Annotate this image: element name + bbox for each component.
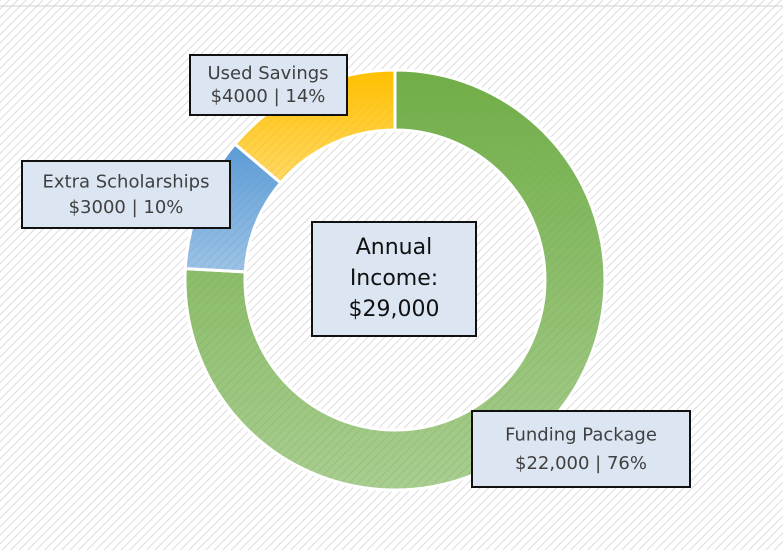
slice-value-label: $4000 | 14% <box>211 86 326 107</box>
slice-value-label: $3000 | 10% <box>69 197 184 218</box>
center-label: Income: <box>350 266 438 291</box>
center-label: $29,000 <box>349 297 440 322</box>
slice-label: Used Savings <box>207 63 328 84</box>
slice-label: Extra Scholarships <box>42 171 209 192</box>
label-box <box>21 160 231 229</box>
donut-slice <box>183 68 607 492</box>
donut <box>183 68 607 492</box>
slice-value-label: $22,000 | 76% <box>515 453 647 474</box>
slice-label: Funding Package <box>505 424 657 445</box>
label-box <box>189 54 348 116</box>
center-label: Annual <box>356 235 432 260</box>
center-box <box>311 221 477 337</box>
labels: Funding Package $22,000 | 76% Extra Schola… <box>21 54 691 488</box>
label-box <box>471 410 691 488</box>
